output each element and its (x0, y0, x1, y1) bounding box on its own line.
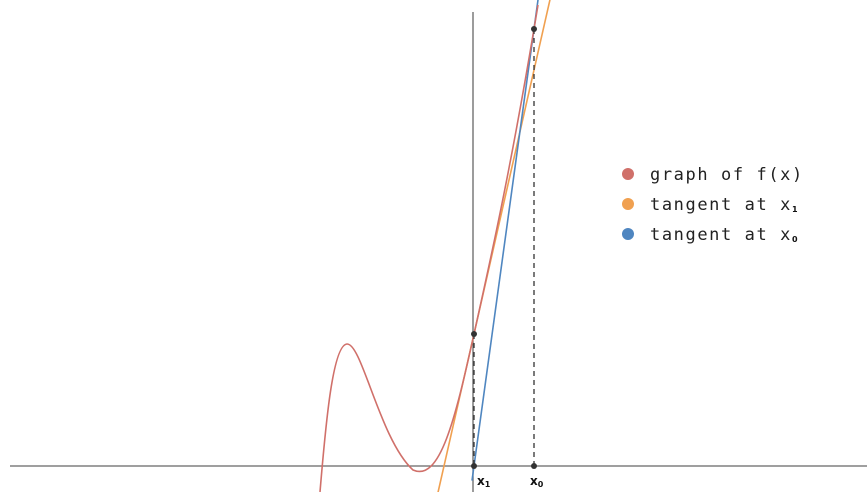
point-x0-on-curve (531, 26, 537, 32)
legend-swatch-graph (622, 168, 634, 180)
legend-item-graph: graph of f(x) (622, 165, 804, 185)
axes (10, 12, 867, 492)
legend-label-graph: graph of f(x) (650, 165, 804, 185)
tick-label-x0: x0 (530, 474, 544, 489)
point-x1-on-curve (471, 331, 477, 337)
legend-label-tangent-x0: tangent at x0 (650, 225, 799, 245)
legend-swatch-tangent-x0 (622, 228, 634, 240)
tick-label-x1: x1 (477, 474, 491, 489)
tangent-line-at-x0 (471, 0, 539, 481)
legend-item-tangent-x1: tangent at x1 (622, 195, 799, 215)
function-curve (319, 4, 539, 492)
point-x0-on-axis (531, 463, 537, 469)
plot-area (319, 0, 551, 492)
point-x1-on-axis (471, 463, 477, 469)
legend-item-tangent-x0: tangent at x0 (622, 225, 799, 245)
legend-swatch-tangent-x1 (622, 198, 634, 210)
legend: graph of f(x) tangent at x1 tangent at x… (622, 165, 804, 245)
tick-labels: x1 x0 (477, 474, 544, 489)
legend-label-tangent-x1: tangent at x1 (650, 195, 799, 215)
